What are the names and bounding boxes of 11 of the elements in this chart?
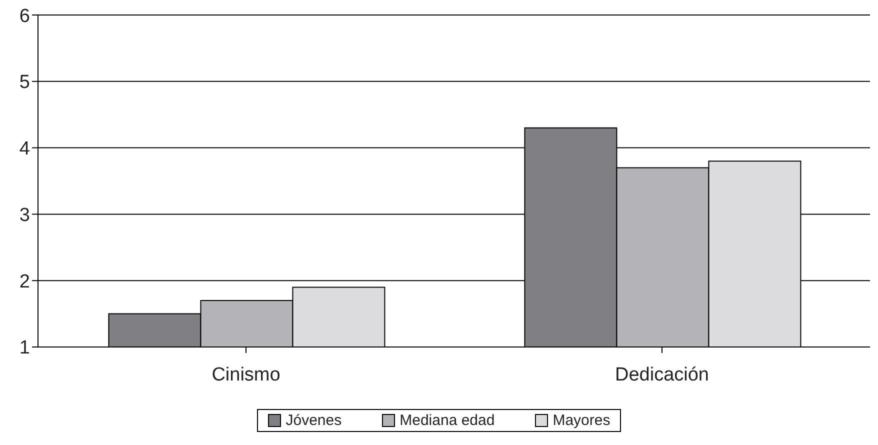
legend-label: Mediana edad (398, 412, 495, 429)
x-tick-label: Cinismo (212, 364, 280, 386)
x-tick-label: Dedicación (615, 364, 709, 386)
y-tick-label: 5 (19, 72, 30, 94)
legend-label: Jóvenes (284, 412, 342, 429)
y-tick-label: 4 (19, 138, 30, 160)
legend-label: Mayores (552, 412, 610, 429)
y-tick-label: 3 (19, 204, 30, 226)
y-tick-label: 6 (19, 6, 30, 27)
y-tick-label: 1 (19, 338, 30, 359)
y-tick-label: 2 (19, 271, 30, 292)
